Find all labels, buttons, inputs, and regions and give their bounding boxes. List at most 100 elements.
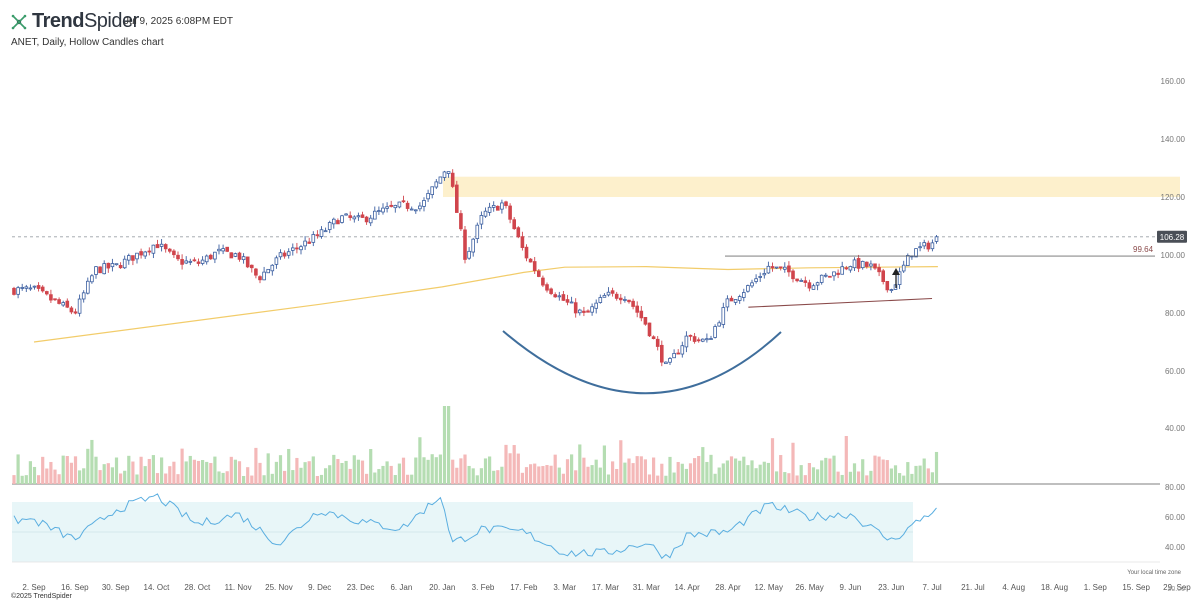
x-axis-tick: 30. Sep	[102, 583, 130, 592]
volume-bar	[32, 466, 37, 484]
volume-bar	[565, 459, 570, 484]
volume-bar	[344, 460, 348, 484]
candle-body	[643, 316, 648, 325]
volume-bar	[725, 460, 729, 484]
volume-bar	[594, 459, 598, 484]
candle-body	[754, 278, 758, 282]
candle-body	[266, 268, 270, 274]
candle-body	[430, 186, 434, 195]
volume-bar	[861, 459, 865, 484]
spider-logo-icon	[11, 14, 27, 29]
volume-bar	[611, 461, 615, 484]
volume-bar	[898, 473, 902, 484]
brand-logo[interactable]: TrendSpider	[10, 10, 139, 33]
volume-bar	[615, 468, 619, 484]
candle-body	[348, 215, 352, 218]
candle-body	[684, 335, 689, 348]
volume-bar	[373, 472, 377, 484]
volume-bar	[639, 456, 643, 484]
volume-bar	[529, 464, 533, 484]
brand-name: TrendSpider	[32, 10, 139, 33]
x-axis-tick: 15. Sep	[1122, 583, 1150, 592]
candle-body	[319, 229, 324, 237]
candle-body	[582, 310, 586, 313]
candle-body	[393, 204, 398, 209]
candle-body	[131, 255, 135, 261]
volume-bar	[164, 473, 168, 484]
volume-bar	[492, 470, 496, 484]
candle-body	[434, 181, 439, 188]
x-axis-tick: 20. Jan	[429, 583, 455, 592]
candle-body	[459, 213, 463, 230]
candle-body	[139, 251, 143, 256]
volume-bar	[504, 444, 508, 484]
volume-bar	[902, 475, 906, 484]
candle-body	[364, 216, 369, 223]
candle-body	[352, 216, 357, 220]
volume-bar	[910, 473, 914, 484]
volume-bar	[414, 457, 418, 484]
volume-axis-tick: 40.00	[1165, 424, 1186, 433]
volume-bar	[779, 455, 783, 484]
volume-bar	[488, 456, 492, 484]
volume-bar	[795, 475, 799, 484]
volume-bar	[389, 465, 393, 484]
candle-body	[467, 250, 471, 259]
volume-bar	[811, 467, 816, 484]
candle-body	[774, 266, 779, 269]
volume-bar	[676, 462, 680, 484]
volume-bar	[12, 475, 16, 484]
volume-bar	[791, 442, 795, 484]
candle-body	[918, 246, 922, 249]
candle-body	[590, 306, 594, 313]
x-axis-tick: 14. Oct	[144, 583, 171, 592]
moving-average-layer	[33, 265, 938, 343]
candle-body	[286, 251, 291, 256]
candle-body	[795, 278, 799, 282]
volume-bar	[906, 462, 910, 484]
candle-body	[422, 200, 426, 207]
volume-bar	[28, 461, 32, 484]
volume-bar	[61, 455, 65, 484]
candle-body	[40, 286, 45, 292]
candle-body	[602, 295, 607, 298]
volume-bar	[758, 464, 762, 484]
volume-bar	[672, 472, 676, 484]
volume-bar	[295, 457, 299, 484]
candle-body	[721, 307, 726, 325]
volume-bar	[852, 463, 857, 484]
price-axis-tick: 120.00	[1161, 193, 1186, 202]
volume-bar	[709, 454, 713, 484]
candle-body	[81, 292, 86, 300]
volume-bar	[738, 460, 742, 484]
candle-body	[454, 184, 459, 213]
volume-bar	[209, 463, 213, 484]
timezone-note: Your local time zone	[1127, 570, 1181, 576]
candle-body	[586, 310, 590, 313]
candle-body	[762, 273, 767, 276]
candle-body	[229, 252, 234, 259]
volume-bar	[799, 465, 803, 484]
candle-body	[225, 246, 230, 252]
timestamp: Jul 9, 2025 6:08PM EDT	[124, 16, 233, 27]
volume-bar	[918, 465, 922, 484]
candle-body	[122, 258, 127, 269]
candle-body	[885, 280, 890, 291]
volume-bar	[307, 461, 311, 484]
x-axis-tick: 2. Sep	[22, 583, 46, 592]
volume-bar	[914, 465, 918, 484]
volume-bar	[65, 456, 69, 484]
volume-bar	[783, 472, 787, 484]
x-axis-tick: 14. Apr	[674, 583, 700, 592]
volume-bar	[471, 468, 475, 484]
candle-body	[746, 285, 750, 292]
candle-body	[598, 297, 603, 303]
candle-body	[147, 250, 152, 253]
volume-bar	[20, 475, 24, 484]
volume-bar	[512, 445, 516, 484]
volume-bar	[332, 454, 336, 484]
moving-average-line	[33, 265, 938, 343]
volume-bar	[496, 470, 500, 484]
candle-body	[676, 352, 680, 355]
